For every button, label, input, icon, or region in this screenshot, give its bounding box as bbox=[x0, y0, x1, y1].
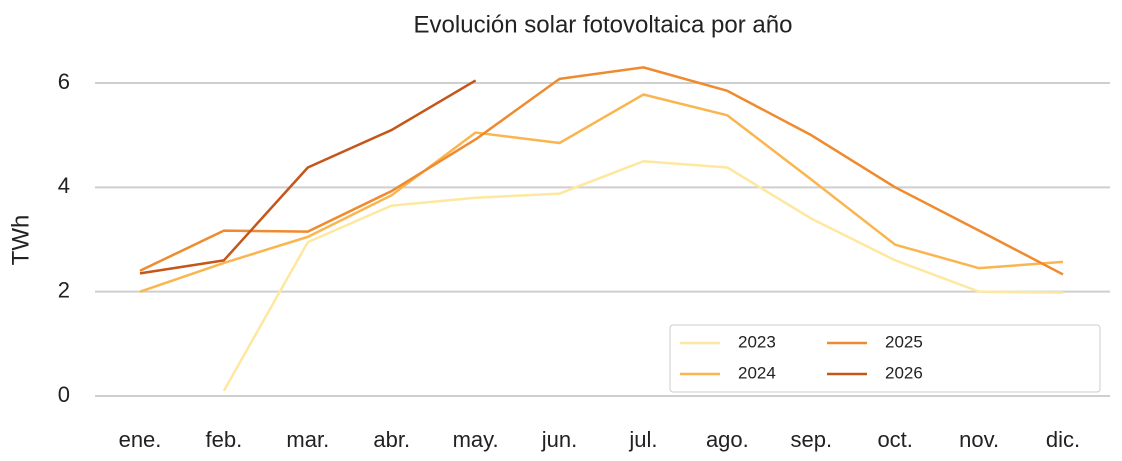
x-tick-label: ago. bbox=[706, 427, 749, 452]
legend-label: 2024 bbox=[738, 363, 776, 382]
series-line bbox=[222, 159, 1064, 392]
x-tick-label: nov. bbox=[959, 427, 999, 452]
legend-label: 2023 bbox=[738, 332, 776, 351]
x-tick-label: mar. bbox=[286, 427, 329, 452]
y-tick-label: 4 bbox=[58, 173, 70, 198]
legend-box bbox=[669, 324, 1101, 393]
x-tick-label: oct. bbox=[877, 427, 912, 452]
y-tick-label: 0 bbox=[58, 382, 70, 407]
x-tick-label: ene. bbox=[119, 427, 162, 452]
legend-label: 2025 bbox=[885, 332, 923, 351]
x-tick-label: may. bbox=[453, 427, 499, 452]
series-line bbox=[139, 79, 477, 275]
x-tick-label: sep. bbox=[790, 427, 832, 452]
series-line bbox=[139, 66, 1064, 276]
y-tick-label: 6 bbox=[58, 69, 70, 94]
x-tick-label: jul. bbox=[628, 427, 657, 452]
x-tick-label: abr. bbox=[373, 427, 410, 452]
x-tick-label: jun. bbox=[541, 427, 577, 452]
series-line bbox=[139, 93, 1064, 293]
x-tick-label: feb. bbox=[206, 427, 243, 452]
x-tick-label: dic. bbox=[1046, 427, 1080, 452]
legend-label: 2026 bbox=[885, 363, 923, 382]
chart-title: Evolución solar fotovoltaica por año bbox=[414, 11, 793, 38]
y-axis-label: TWh bbox=[7, 215, 34, 266]
y-tick-label: 2 bbox=[58, 277, 70, 302]
